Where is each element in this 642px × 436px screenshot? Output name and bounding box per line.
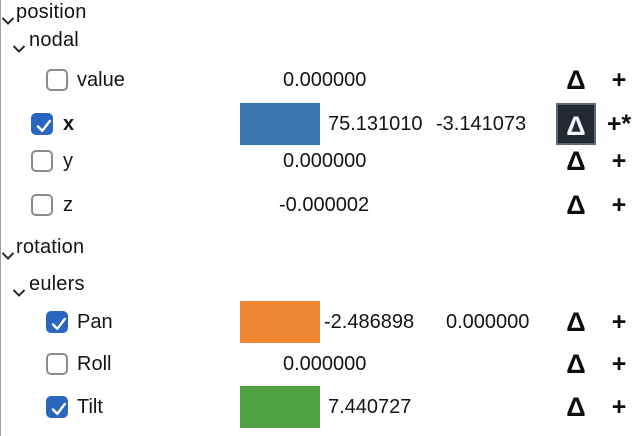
checkbox-roll[interactable] (46, 353, 68, 375)
delta-button-value[interactable]: Δ (566, 65, 586, 95)
checkbox-pan[interactable] (46, 311, 68, 333)
channel-label: y (63, 150, 73, 172)
channel-value-2[interactable]: -3.141073 (436, 113, 527, 135)
channel-value-2[interactable]: 0.000000 (446, 311, 530, 333)
channel-row-x: x 75.131010 -3.141073 Δ +* (0, 103, 642, 145)
checkbox-tilt[interactable] (46, 396, 68, 418)
delta-button-y[interactable]: Δ (566, 146, 586, 176)
chevron-down-icon[interactable] (1, 243, 15, 260)
channel-label: Tilt (77, 396, 103, 418)
channel-value-1[interactable]: -0.000002 (279, 194, 370, 216)
add-key-button-y[interactable]: + (611, 147, 627, 175)
color-swatch-x[interactable] (240, 103, 320, 145)
channel-row-roll: Roll 0.000000 Δ + (0, 343, 642, 385)
channel-label: value (77, 69, 125, 91)
delta-button-pan[interactable]: Δ (566, 307, 586, 337)
chevron-down-icon[interactable] (1, 8, 15, 25)
chevron-down-icon[interactable] (12, 36, 26, 53)
add-key-button-pan[interactable]: + (611, 308, 627, 336)
tree-group-rotation[interactable]: rotation (0, 235, 642, 260)
tree-group-nodal[interactable]: nodal (0, 28, 642, 53)
channel-label: z (63, 194, 73, 216)
checkbox-z[interactable] (31, 194, 53, 216)
channel-row-y: y 0.000000 Δ + (0, 140, 642, 182)
delta-button-tilt[interactable]: Δ (566, 392, 586, 422)
channel-label: x (63, 113, 75, 135)
add-key-button-roll[interactable]: + (611, 350, 627, 378)
add-key-button-value[interactable]: + (611, 66, 627, 94)
channel-row-tilt: Tilt 7.440727 Δ + (0, 386, 642, 428)
group-label: eulers (29, 273, 85, 295)
tree-group-eulers[interactable]: eulers (0, 272, 642, 297)
channel-value-1[interactable]: 0.000000 (283, 69, 367, 91)
channel-value-1[interactable]: 0.000000 (283, 150, 367, 172)
add-key-button-tilt[interactable]: + (611, 393, 627, 421)
channel-row-pan: Pan -2.486898 0.000000 Δ + (0, 301, 642, 343)
channel-value-1[interactable]: 75.131010 (328, 113, 423, 135)
channel-value-1[interactable]: 7.440727 (328, 396, 412, 418)
channel-value-1[interactable]: -2.486898 (324, 311, 415, 333)
checkbox-x[interactable] (31, 113, 53, 135)
channel-label: Pan (77, 311, 113, 333)
group-label: nodal (29, 29, 79, 51)
panel-left-border (0, 0, 1, 436)
channel-row-value: value 0.000000 Δ + (0, 59, 642, 101)
check-icon (36, 119, 51, 133)
add-key-button-x[interactable]: +* (606, 110, 632, 138)
tree-group-position[interactable]: position (0, 0, 642, 25)
group-label: rotation (16, 236, 85, 258)
group-label: position (16, 1, 87, 23)
color-swatch-pan[interactable] (240, 301, 320, 343)
checkbox-value[interactable] (46, 69, 68, 91)
channel-label: Roll (77, 353, 112, 375)
check-icon (51, 402, 66, 416)
delta-button-z[interactable]: Δ (566, 190, 586, 220)
delta-button-x[interactable]: Δ (556, 103, 596, 145)
delta-button-roll[interactable]: Δ (566, 349, 586, 379)
color-swatch-tilt[interactable] (240, 386, 320, 428)
check-icon (51, 317, 66, 331)
checkbox-y[interactable] (31, 150, 53, 172)
chevron-down-icon[interactable] (12, 280, 26, 297)
channel-row-z: z -0.000002 Δ + (0, 184, 642, 226)
add-key-button-z[interactable]: + (611, 191, 627, 219)
channel-value-1[interactable]: 0.000000 (283, 353, 367, 375)
